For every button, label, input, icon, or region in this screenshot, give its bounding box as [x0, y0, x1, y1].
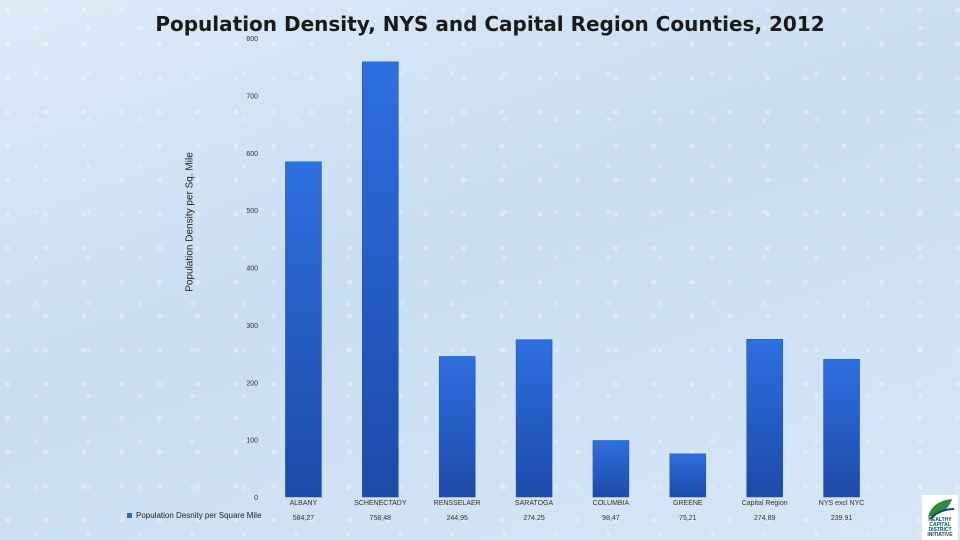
y-tick-label: 400 [246, 266, 258, 273]
bar-albany [285, 161, 322, 498]
y-tick-label: 500 [246, 208, 258, 215]
data-table-value: 274,25 [523, 515, 545, 522]
bar-capital-region [746, 339, 783, 498]
y-tick-label: 300 [246, 323, 258, 330]
logo-text: HEALTHY CAPITAL DISTRICT INITIATIVE [927, 517, 953, 538]
x-tick-label: RENSSELAER [434, 500, 481, 507]
legend-label: Population Desnity per Square Mile [136, 511, 262, 520]
x-tick-label: NYS excl NYC [819, 500, 865, 507]
data-table-value: 274,89 [754, 515, 776, 522]
x-tick-label: ALBANY [290, 500, 318, 507]
x-tick-label: SARATOGA [515, 500, 554, 507]
data-table-value: 75,21 [679, 515, 697, 522]
y-tick-label: 200 [246, 380, 258, 387]
legend: Population Desnity per Square Mile [127, 511, 261, 520]
data-table-value: 584,27 [293, 515, 315, 522]
bar-columbia [592, 440, 630, 498]
organization-logo: HEALTHY CAPITAL DISTRICT INITIATIVE [922, 495, 958, 540]
bar-nys-excl-nyc [823, 359, 860, 498]
data-table-value: 98,47 [602, 515, 620, 522]
data-table-value: 758,48 [370, 515, 392, 522]
y-tick-label: 800 [246, 36, 258, 43]
chart-title: Population Density, NYS and Capital Regi… [155, 12, 825, 36]
y-tick-label: 100 [246, 438, 258, 445]
bar-rensselaer [438, 356, 476, 498]
x-tick-label: Capital Region [742, 500, 788, 507]
x-tick-label: SCHENECTADY [354, 500, 407, 507]
x-tick-label: GREENE [673, 500, 703, 507]
x-tick-label: COLUMBIA [593, 500, 630, 507]
legend-swatch [127, 513, 132, 518]
y-tick-label: 0 [254, 495, 258, 502]
y-tick-label: 700 [246, 93, 258, 100]
data-table-value: 239,91 [831, 515, 853, 522]
logo-leaf-icon [928, 499, 955, 520]
bar-saratoga [515, 339, 553, 498]
data-table-value: 244,95 [446, 515, 468, 522]
bar-greene [669, 453, 707, 498]
y-tick-label: 600 [246, 151, 258, 158]
bar-schenectady [362, 61, 399, 498]
